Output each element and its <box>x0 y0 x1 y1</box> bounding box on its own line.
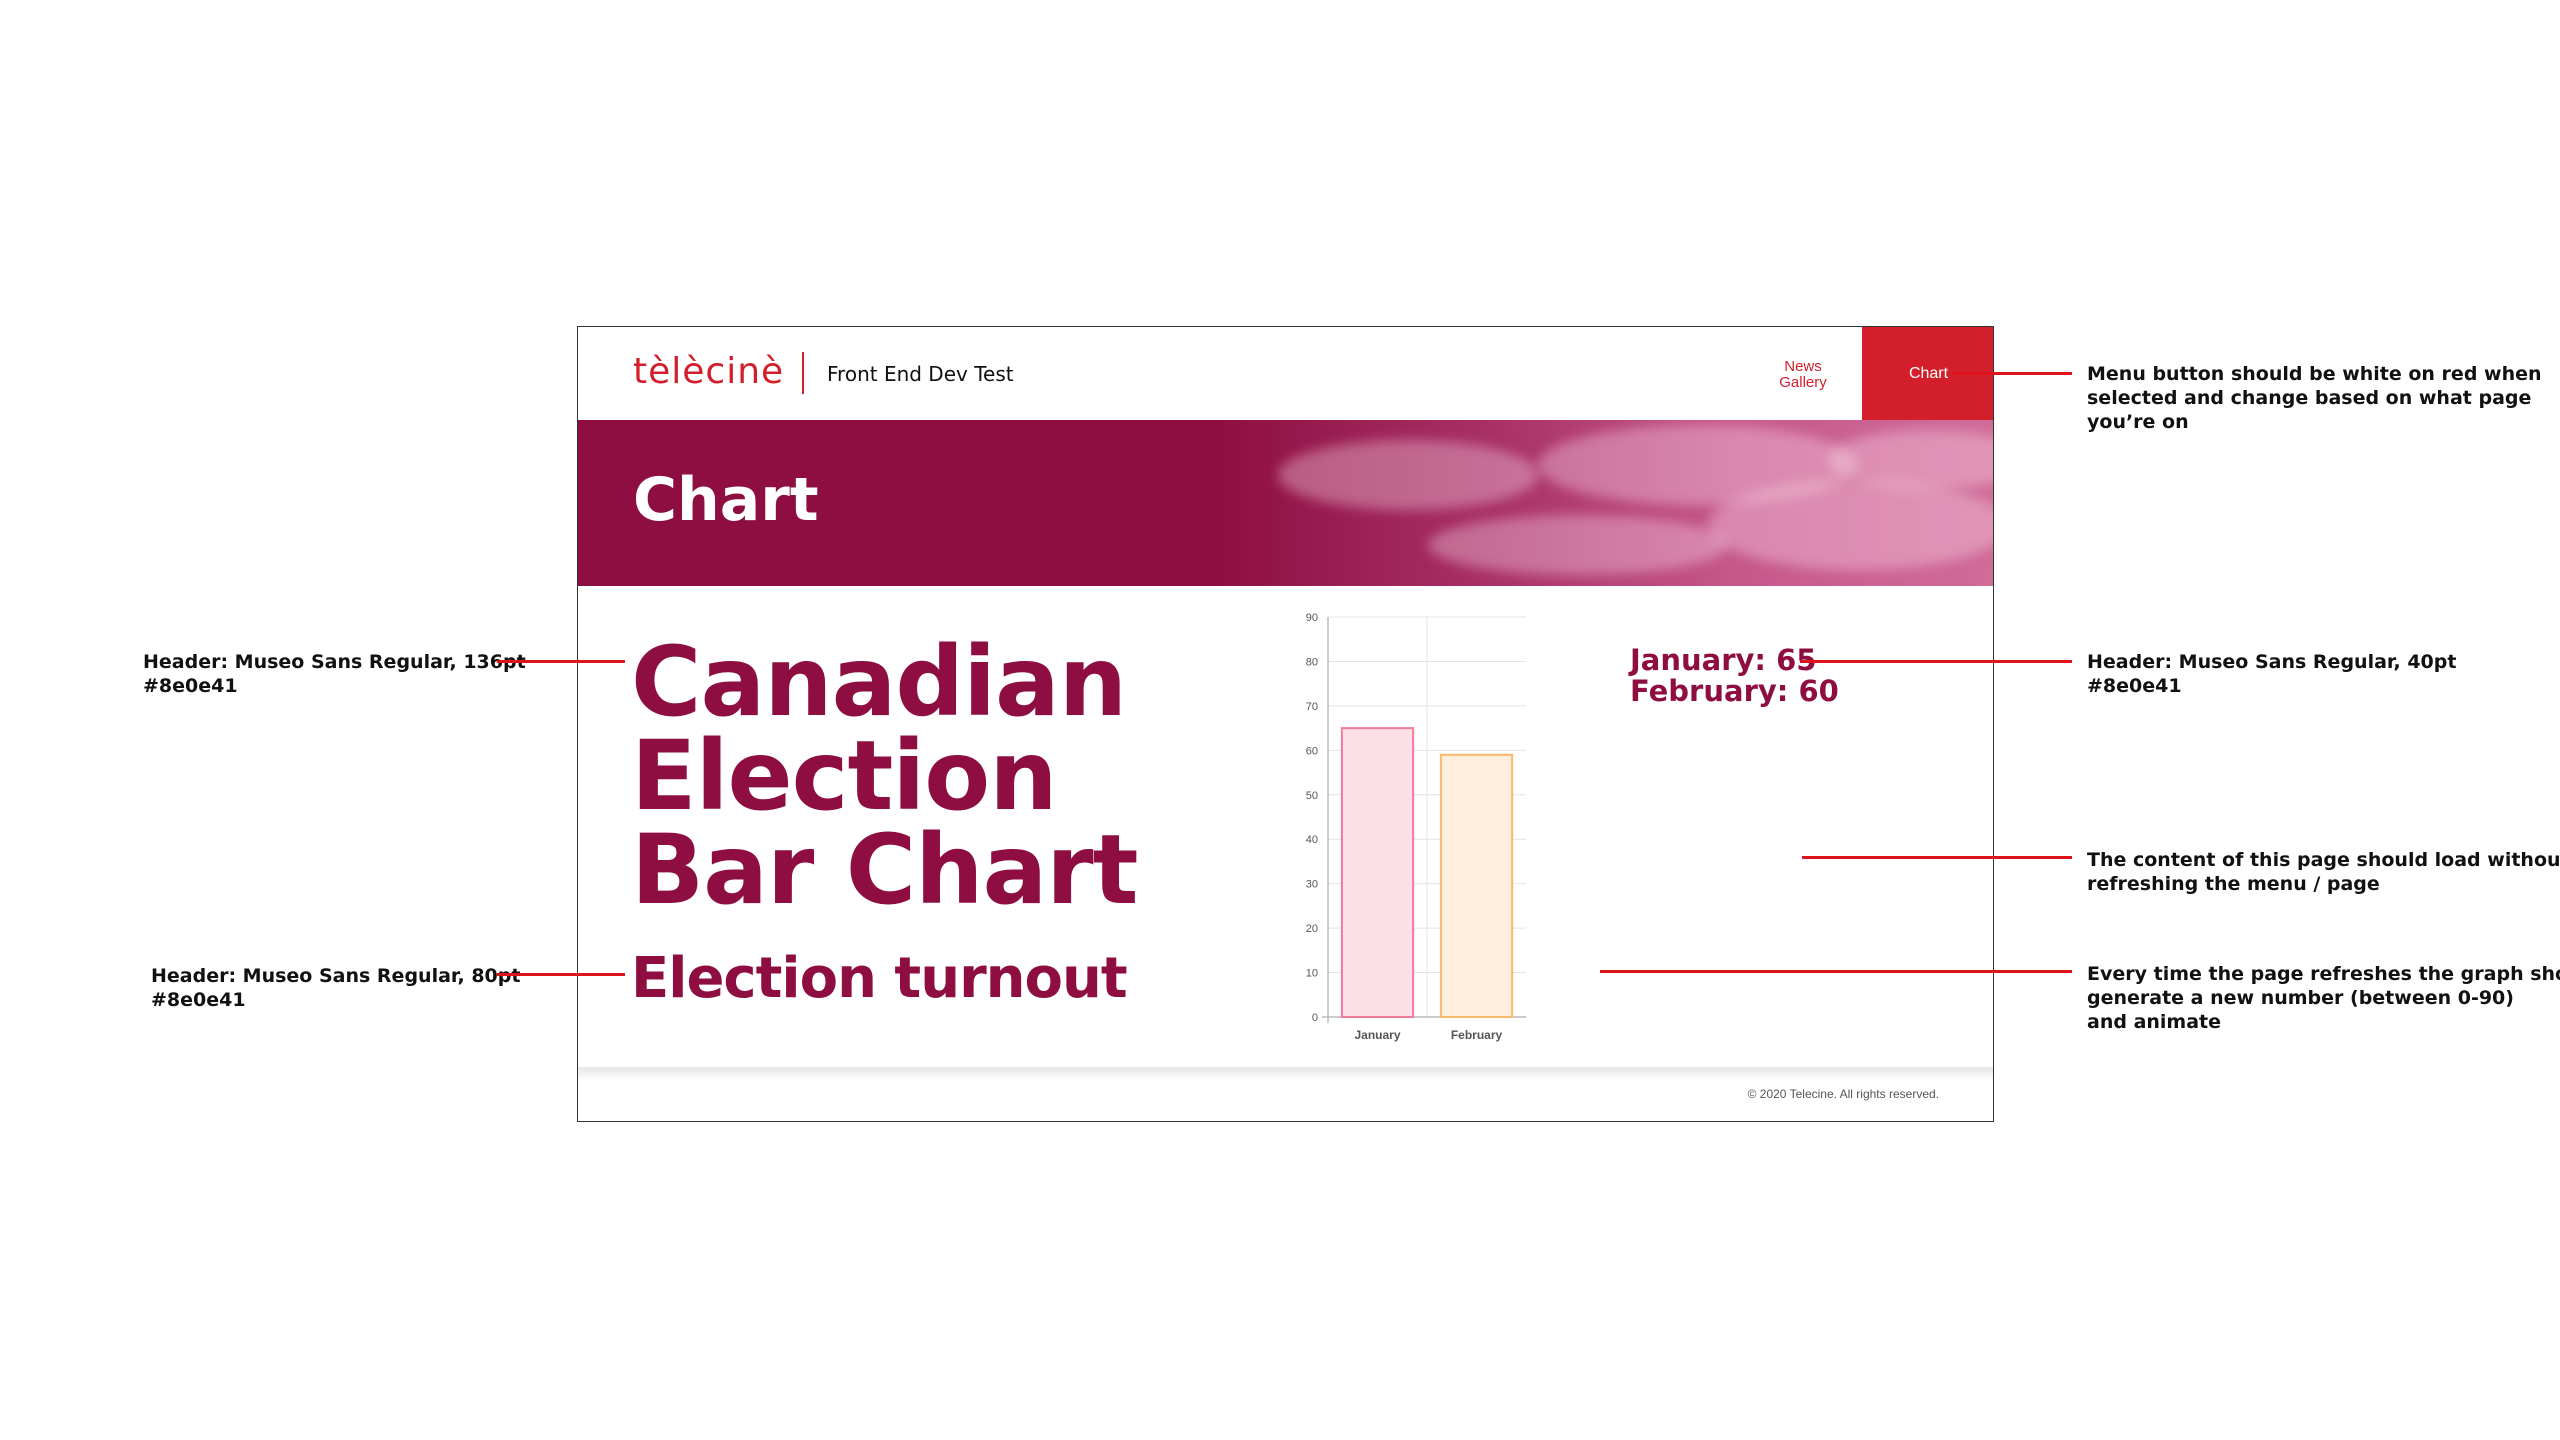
chart-x-tick-label: February <box>1451 1028 1503 1042</box>
chart-bar-february <box>1439 753 1514 1018</box>
copyright-text: © 2020 Telecine. All rights reserved. <box>1747 1087 1939 1101</box>
annotation-content-line <box>1802 856 2072 859</box>
annotation-graph: Every time the page refreshes the graph … <box>2087 962 2560 1034</box>
value-january: January: 65 <box>1630 643 1817 677</box>
footer-divider <box>578 1067 1993 1081</box>
chart-y-tick-label: 20 <box>1306 923 1318 935</box>
chart-y-tick-label: 50 <box>1306 790 1318 802</box>
annotation-header-136: Header: Museo Sans Regular, 136pt #8e0e4… <box>143 650 526 698</box>
logo-divider <box>802 352 804 394</box>
chart-bar-january <box>1340 727 1415 1018</box>
annotation-graph-line-2: generate a new number (between 0-90) <box>2087 987 2514 1009</box>
annotation-header-40-line-2: #8e0e41 <box>2087 675 2182 697</box>
main-title-line-2: Election <box>631 720 1058 832</box>
nav-news-label: News Gallery <box>1779 358 1827 391</box>
annotation-menu-line <box>1952 372 2072 375</box>
annotation-header-80-line <box>497 973 625 976</box>
annotation-header-136-line-1: Header: Museo Sans Regular, 136pt <box>143 651 526 673</box>
main-title-line-3: Bar Chart <box>631 814 1139 926</box>
value-february: February: 60 <box>1630 674 1839 708</box>
chart-x-tick-label: January <box>1354 1028 1400 1042</box>
top-bar: tèlècinè Front End Dev Test News Gallery… <box>578 327 1993 420</box>
chart-y-tick-label: 80 <box>1306 656 1318 668</box>
main-title: Canadian Election Bar Chart <box>631 626 1139 926</box>
annotation-header-136-line <box>497 660 625 663</box>
annotation-menu-line-3: you’re on <box>2087 411 2189 433</box>
chart-y-tick-label: 60 <box>1306 745 1318 757</box>
annotation-header-80-line-1: Header: Museo Sans Regular, 80pt <box>151 965 521 987</box>
mockup-frame: tèlècinè Front End Dev Test News Gallery… <box>577 326 1994 1122</box>
chart-y-tick-label: 70 <box>1306 701 1318 713</box>
election-turnout-heading: Election turnout <box>631 946 1128 1011</box>
chart-y-tick-label: 40 <box>1306 834 1318 846</box>
annotation-menu-line-2: selected and change based on what page <box>2087 387 2532 409</box>
chart-y-tick-label: 0 <box>1312 1012 1318 1024</box>
annotation-menu: Menu button should be white on red when … <box>2087 362 2542 434</box>
annotation-content-line-1: The content of this page should load wit… <box>2087 849 2560 871</box>
annotation-graph-line <box>1600 970 2072 973</box>
annotation-header-80-line-2: #8e0e41 <box>151 989 246 1011</box>
chart-y-tick-label: 30 <box>1306 879 1318 891</box>
nav-news-gallery[interactable]: News Gallery <box>1758 359 1848 391</box>
annotation-header-40-line-1: Header: Museo Sans Regular, 40pt <box>2087 651 2457 673</box>
annotation-graph-line-1: Every time the page refreshes the graph … <box>2087 963 2560 985</box>
values-summary: January: 65 February: 60 <box>1630 645 1839 707</box>
banner-title: Chart <box>633 465 819 535</box>
nav-chart-label: Chart <box>1908 364 1949 382</box>
chart-y-tick-label: 10 <box>1306 968 1318 980</box>
annotation-content-line-2: refreshing the menu / page <box>2087 873 2380 895</box>
annotation-menu-line-1: Menu button should be white on red when <box>2087 363 2542 385</box>
bar-chart: 0 10 20 30 40 50 60 70 80 90 January February <box>1306 612 1526 1042</box>
annotation-graph-line-3: and animate <box>2087 1011 2222 1033</box>
page-banner: Chart <box>578 420 1993 586</box>
annotation-header-40: Header: Museo Sans Regular, 40pt #8e0e41 <box>2087 650 2456 698</box>
annotation-content: The content of this page should load wit… <box>2087 848 2560 896</box>
chart-y-tick-label: 90 <box>1306 612 1318 624</box>
annotation-header-80: Header: Museo Sans Regular, 80pt #8e0e41 <box>151 964 520 1012</box>
annotation-header-136-line-2: #8e0e41 <box>143 675 238 697</box>
telecine-logo[interactable]: tèlècinè <box>633 351 785 392</box>
annotation-header-40-line <box>1800 660 2072 663</box>
main-title-line-1: Canadian <box>631 626 1127 738</box>
site-subtitle: Front End Dev Test <box>827 362 1014 386</box>
